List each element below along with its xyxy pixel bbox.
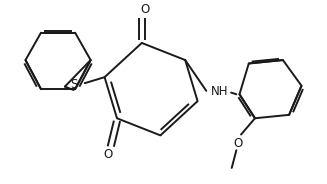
Text: S: S (70, 78, 77, 91)
Text: O: O (233, 137, 243, 150)
Text: NH: NH (211, 85, 228, 98)
Text: O: O (103, 148, 112, 161)
Text: O: O (140, 3, 149, 16)
